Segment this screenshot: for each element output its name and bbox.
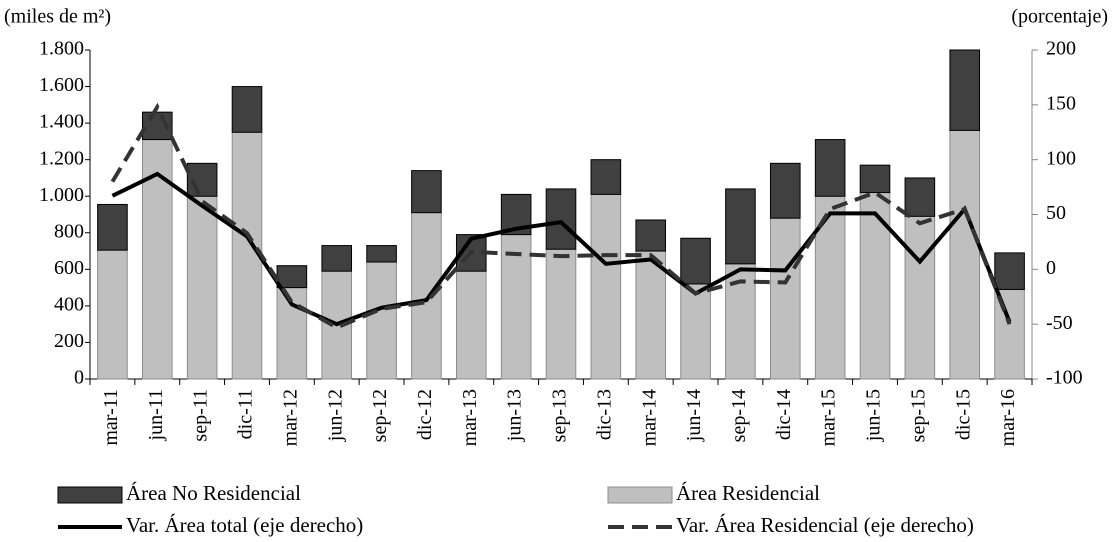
bar [769,217,801,380]
x-tick-label: jun-11 [145,389,167,441]
bar [994,252,1025,290]
y-tick-label: 800 [54,220,84,242]
legend-swatch [607,486,673,504]
bar [97,249,128,380]
y2-axis-label: (porcentaje) [1011,6,1108,28]
bar [904,215,936,380]
bar [500,234,532,380]
x-tick-label: dic-11 [235,389,257,439]
x-tick-label: sep-15 [907,389,929,442]
y2-tick-label: 0 [1046,257,1056,279]
bar [366,261,397,380]
y-tick-label: 400 [54,293,84,315]
bar [949,129,981,380]
y-tick-label: 1.600 [39,74,84,96]
bar [814,139,846,197]
y-tick-label: 1.000 [39,184,84,206]
bar [994,288,1025,380]
x-tick-label: mar-14 [638,389,660,446]
y-tick-label: 1.200 [39,147,84,169]
y2-tick-label: 200 [1046,38,1076,60]
x-tick-label: dic-14 [773,389,795,440]
bar [904,177,936,217]
legend-label: Área No Residencial [126,481,301,505]
x-tick-label: mar-11 [100,389,122,446]
legend-label: Var. Área Residencial (eje derecho) [676,513,974,537]
x-tick-label: jun-15 [863,389,885,442]
bar [411,170,442,214]
bar [725,188,756,265]
line [110,102,1012,330]
x-tick-label: mar-16 [997,389,1019,446]
y-tick-label: 1.400 [39,111,84,133]
bar [590,159,622,195]
bar [186,162,218,197]
x-tick-label: sep-13 [549,389,571,442]
bar [186,195,218,380]
x-tick-label: mar-13 [459,389,481,446]
legend-label: Área Residencial [676,481,820,505]
y2-tick-label: 100 [1046,147,1076,169]
y2-tick-label: -50 [1046,312,1073,334]
y-tick-label: 600 [54,257,84,279]
bar [231,86,263,133]
bar [680,237,711,285]
legend-label: Var. Área total (eje derecho) [126,513,363,537]
y2-tick-label: 50 [1046,202,1066,224]
x-tick-label: sep-12 [369,389,391,442]
bar [680,283,711,380]
x-tick-label: dic-12 [414,389,436,440]
y-axis-label: (miles de m²) [4,6,111,28]
bar [590,193,622,380]
bar [635,250,667,380]
bar [545,248,577,380]
bar [276,265,308,289]
x-tick-label: mar-12 [279,389,301,446]
bar [545,188,577,250]
bar [321,245,353,272]
bar [411,212,442,380]
x-tick-label: sep-11 [190,389,212,442]
y-tick-label: 1.800 [39,38,84,60]
bar [97,203,128,251]
x-tick-label: sep-14 [728,389,750,442]
y2-tick-label: -100 [1046,367,1083,389]
y-tick-label: 200 [54,330,84,352]
bar [859,164,891,194]
bar [231,131,263,380]
bar [949,49,981,131]
x-tick-label: jun-12 [324,389,346,442]
x-tick-label: dic-15 [952,389,974,440]
x-tick-label: dic-13 [593,389,615,440]
y2-tick-label: 150 [1046,92,1076,114]
bar [366,245,397,263]
bar [455,270,487,380]
y-tick-label: 0 [74,367,84,389]
bar [769,162,801,219]
bar [859,192,891,380]
x-tick-label: jun-14 [683,389,705,442]
x-tick-label: mar-15 [818,389,840,446]
x-tick-label: jun-13 [504,389,526,442]
legend-swatch [57,486,123,504]
bar [635,219,667,252]
